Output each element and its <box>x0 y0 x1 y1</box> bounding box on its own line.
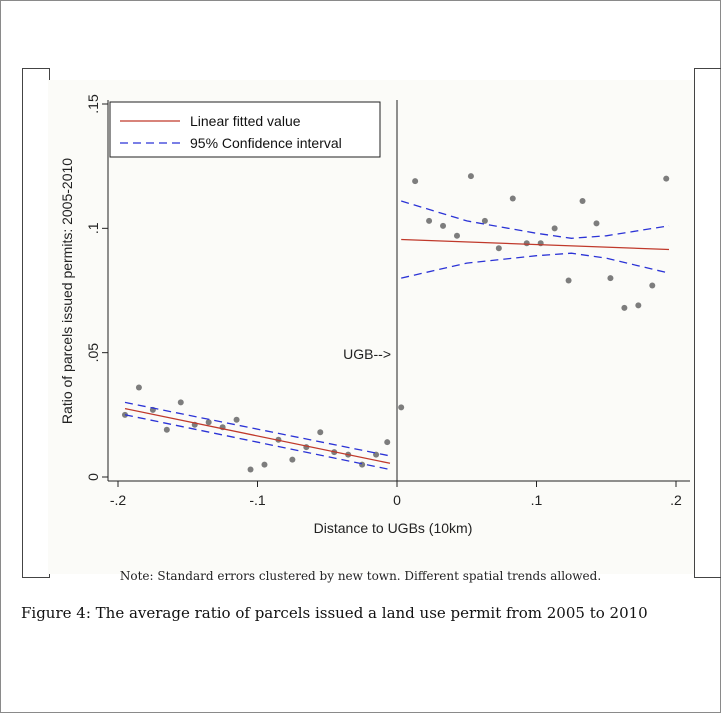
data-point <box>579 197 586 204</box>
data-point <box>565 277 572 284</box>
figure-caption: Figure 4: The average ratio of parcels i… <box>21 604 648 622</box>
data-point <box>649 282 656 289</box>
figure-note: Note: Standard errors clustered by new t… <box>119 569 602 583</box>
data-point <box>607 275 614 282</box>
fitted-line <box>124 407 391 464</box>
data-point <box>481 217 488 224</box>
data-point <box>453 232 460 239</box>
data-point <box>177 399 184 406</box>
data-point <box>551 225 558 232</box>
x-tick-label: -.1 <box>249 492 266 508</box>
data-point <box>384 439 391 446</box>
y-tick-label: .05 <box>85 343 101 363</box>
data-point <box>509 195 516 202</box>
data-point <box>163 426 170 433</box>
legend: Linear fitted value 95% Confidence inter… <box>109 101 381 158</box>
x-tick-label: .2 <box>670 492 682 508</box>
series-layer <box>121 173 670 473</box>
x-tick-label: -.2 <box>110 492 127 508</box>
data-point <box>289 456 296 463</box>
data-point <box>359 461 366 468</box>
data-point <box>317 429 324 436</box>
data-point <box>412 178 419 185</box>
right-figure-border <box>694 68 721 578</box>
x-axis-ticks: -.2 -.1 0 .1 .2 <box>110 481 682 508</box>
data-point <box>233 416 240 423</box>
x-axis-title: Distance to UGBs (10km) <box>314 520 473 536</box>
data-point <box>663 175 670 182</box>
data-point <box>205 419 212 426</box>
data-point <box>495 245 502 252</box>
x-tick-label: .1 <box>531 492 543 508</box>
confidence-band-line <box>401 200 670 239</box>
data-point <box>523 240 530 247</box>
confidence-band-line <box>124 401 391 457</box>
plot-background <box>48 80 694 574</box>
data-point <box>247 466 254 473</box>
data-point <box>467 173 474 180</box>
data-point <box>398 404 405 411</box>
fitted-line <box>401 238 670 251</box>
ugb-annotation: UGB--> <box>343 346 391 362</box>
data-point <box>261 461 268 468</box>
confidence-band-line <box>124 414 391 471</box>
data-point <box>621 304 628 311</box>
data-point <box>635 302 642 309</box>
data-point <box>135 384 142 391</box>
y-axis-ticks: 0 .05 .1 .15 <box>85 94 108 481</box>
legend-fitted-label: Linear fitted value <box>190 113 301 129</box>
data-point <box>121 411 128 418</box>
y-axis-title: Ratio of parcels issued permits: 2005-20… <box>59 158 75 424</box>
y-tick-label: 0 <box>85 473 101 481</box>
y-tick-label: .15 <box>85 94 101 114</box>
confidence-band-line <box>401 252 670 279</box>
legend-ci-label: 95% Confidence interval <box>190 135 342 151</box>
data-point <box>440 222 447 229</box>
data-point <box>593 220 600 227</box>
data-point <box>426 217 433 224</box>
x-tick-label: 0 <box>393 492 401 508</box>
legend-box <box>109 101 381 158</box>
y-tick-label: .1 <box>85 222 101 234</box>
